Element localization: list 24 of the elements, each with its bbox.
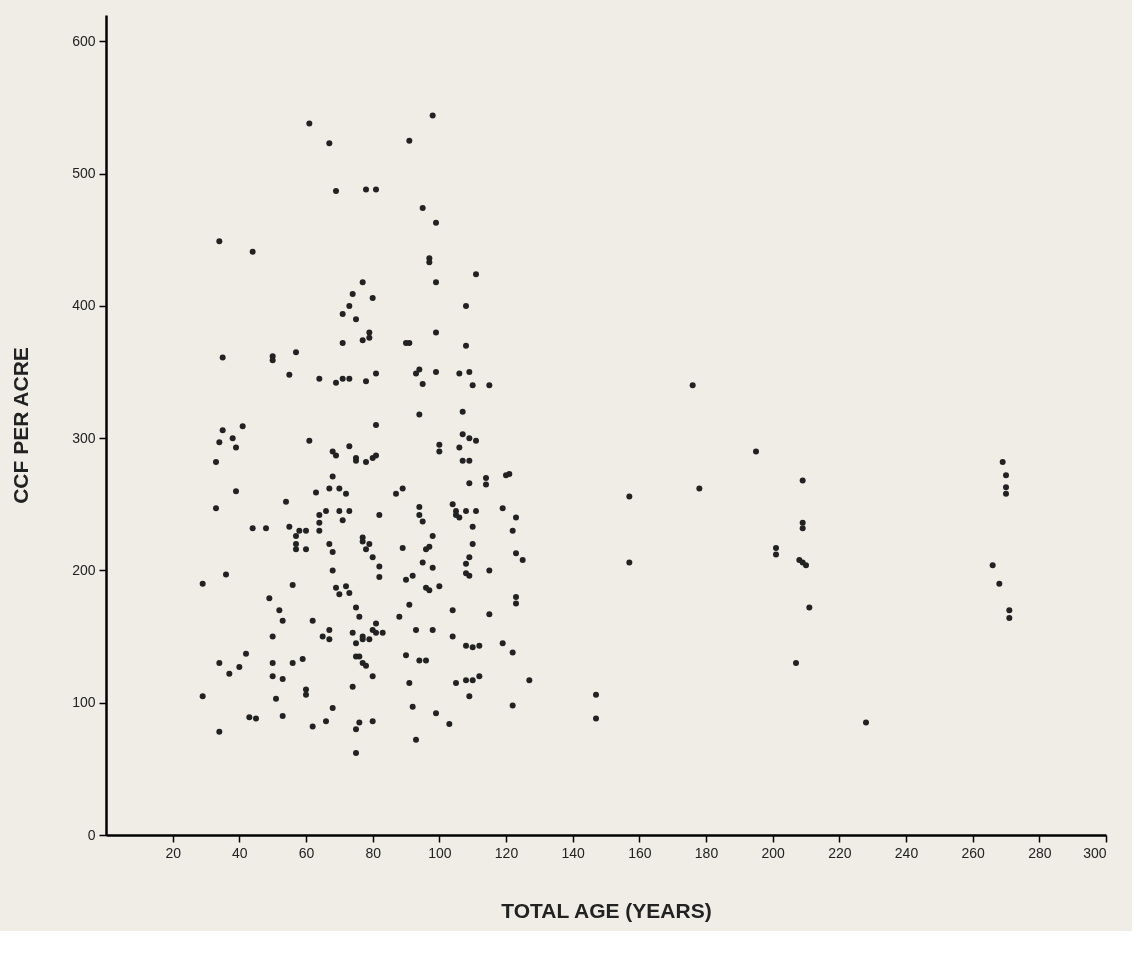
- x-tick-label: 40: [232, 844, 248, 861]
- x-tick-label: 20: [165, 844, 182, 861]
- x-tick-label: 140: [561, 844, 586, 861]
- x-tick-label: 160: [628, 844, 652, 861]
- y-tick-label: 600: [72, 32, 96, 49]
- x-tick-label: 220: [828, 844, 852, 861]
- y-tick-label: 400: [72, 297, 96, 314]
- x-tick-label: 260: [961, 844, 986, 861]
- y-tick-label: 500: [72, 165, 96, 182]
- y-tick-label: 200: [72, 561, 96, 578]
- x-tick-label: 240: [894, 844, 919, 861]
- x-tick-label: 280: [1028, 844, 1052, 861]
- x-tick-label: 120: [494, 844, 519, 861]
- x-tick-label: 60: [298, 844, 315, 861]
- x-axis-title: TOTAL AGE (YEARS): [501, 898, 712, 922]
- x-tick-label: 100: [428, 844, 452, 861]
- x-tick-label: 200: [761, 844, 786, 861]
- x-tick-label: 180: [694, 844, 719, 861]
- y-tick-label: 0: [87, 826, 96, 843]
- x-tick-label: 80: [365, 844, 382, 861]
- y-tick-label: 300: [72, 429, 96, 446]
- y-axis-title: CCF PER ACRE: [9, 347, 33, 504]
- x-tick-label: 300: [1083, 844, 1107, 861]
- y-tick-label: 100: [72, 694, 96, 711]
